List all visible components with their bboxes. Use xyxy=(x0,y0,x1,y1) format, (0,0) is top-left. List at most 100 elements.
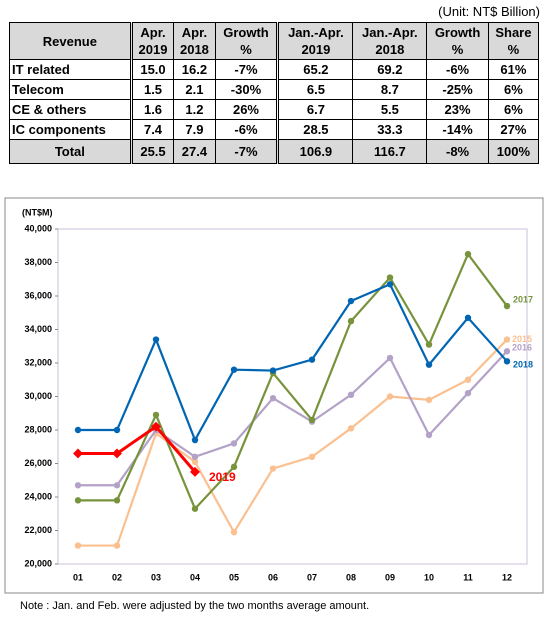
point xyxy=(347,297,355,305)
table-cell: 1.6 xyxy=(129,99,175,120)
point xyxy=(425,361,433,368)
unit: (Unit: NT$ Billion) xyxy=(438,4,540,19)
table-cell: 2.1 xyxy=(173,79,216,100)
point xyxy=(347,317,355,325)
table-cell: Jan.-Apr. 2018 xyxy=(352,22,428,60)
x-tick-label: 02 xyxy=(112,572,122,582)
table-cell: Total xyxy=(9,139,132,164)
point xyxy=(386,274,394,281)
y-tick-label: 20,000 xyxy=(24,558,52,568)
table-cell: 6% xyxy=(487,79,540,100)
series-label: 2017 xyxy=(513,294,533,304)
table-row: CE & others 1.6 1.2 26% 6.7 5.5 23% 6% xyxy=(9,99,540,120)
revenue-table: Revenue Apr. 2019 Apr. 2018 Growth % Jan.-Ap… xyxy=(9,22,540,164)
table-cell: 7.4 xyxy=(129,119,175,140)
table-cell: 6.7 xyxy=(276,99,354,120)
table-cell: 15.0 xyxy=(129,59,175,80)
point xyxy=(464,314,472,321)
y-tick-label: 28,000 xyxy=(24,424,52,434)
table-cell: 23% xyxy=(426,99,489,120)
table-cell: Growth % xyxy=(214,22,279,60)
point xyxy=(347,391,355,399)
table-cell: 65.2 xyxy=(276,59,354,80)
point xyxy=(191,458,199,466)
point xyxy=(503,348,511,355)
x-tick-label: 10 xyxy=(424,572,434,582)
table-cell: Apr. 2018 xyxy=(173,22,216,60)
point xyxy=(230,528,238,536)
point xyxy=(152,411,160,419)
point xyxy=(308,356,316,363)
series-label: 2019 xyxy=(209,470,236,484)
y-tick-label: 36,000 xyxy=(24,290,52,300)
table-cell: Growth % xyxy=(426,22,489,60)
point xyxy=(74,482,82,489)
point xyxy=(269,465,277,472)
point xyxy=(464,250,472,258)
point xyxy=(386,354,394,362)
table-cell: -25% xyxy=(426,79,489,100)
point xyxy=(191,453,199,460)
point xyxy=(503,358,511,365)
x-tick-label: 03 xyxy=(151,572,161,582)
series-label: 2018 xyxy=(513,360,533,370)
table-row: Revenue Apr. 2019 Apr. 2018 Growth % Jan.-Ap… xyxy=(9,22,540,60)
x-tick-label: 09 xyxy=(385,572,395,582)
table-cell: CE & others xyxy=(9,99,132,120)
point xyxy=(190,466,200,477)
table-row: Total 25.5 27.4 -7% 106.9 116.7 -8% 100% xyxy=(9,139,540,164)
point xyxy=(347,425,355,432)
point xyxy=(464,389,472,397)
series-line xyxy=(78,338,508,547)
point xyxy=(74,497,82,504)
y-tick-label: 30,000 xyxy=(24,391,52,401)
table-cell: 69.2 xyxy=(352,59,428,80)
point xyxy=(308,453,316,460)
series-line xyxy=(78,424,197,473)
note: Note : Jan. and Feb. were adjusted by th… xyxy=(20,600,369,612)
series-line xyxy=(78,251,508,511)
point xyxy=(74,542,82,549)
table-cell: 6.5 xyxy=(276,79,354,100)
point xyxy=(386,393,394,400)
point xyxy=(191,505,199,512)
table-cell: 26% xyxy=(214,99,279,120)
table-cell: -30% xyxy=(214,79,279,100)
table-cell: 61% xyxy=(487,59,540,80)
table-row: IT related 15.0 16.2 -7% 65.2 69.2 -6% 61% xyxy=(9,59,540,80)
chart: (NT$M) Note : Jan. and Feb. were adjuste… xyxy=(4,197,544,612)
point xyxy=(74,426,82,434)
table-cell: 16.2 xyxy=(173,59,216,80)
x-tick-label: 08 xyxy=(346,572,356,582)
x-tick-label: 01 xyxy=(73,572,83,582)
y-tick-label: 22,000 xyxy=(24,525,52,535)
table-cell: -6% xyxy=(214,119,279,140)
series-label: 2015 xyxy=(512,334,532,344)
table-cell: Share % xyxy=(487,22,540,60)
point xyxy=(113,482,121,489)
table-cell: 1.5 xyxy=(129,79,175,100)
x-tick-label: 11 xyxy=(463,572,473,582)
table-cell: -14% xyxy=(426,119,489,140)
x-tick-label: 06 xyxy=(268,572,278,582)
x-tick-label: 07 xyxy=(307,572,317,582)
x-tick-label: 12 xyxy=(502,572,512,582)
point xyxy=(113,542,121,549)
table-cell: 100% xyxy=(487,139,540,164)
point xyxy=(308,416,316,424)
table-cell: -7% xyxy=(214,59,279,80)
x-tick-label: 04 xyxy=(190,572,200,582)
table-cell: 28.5 xyxy=(276,119,354,140)
x-tick-label: 05 xyxy=(229,572,239,582)
point xyxy=(73,448,83,459)
table-cell: 8.7 xyxy=(352,79,428,100)
point xyxy=(152,336,160,343)
plot-area xyxy=(57,228,528,565)
table-cell: IT related xyxy=(9,59,132,80)
point xyxy=(113,426,121,434)
y-tick-label: 24,000 xyxy=(24,491,52,501)
table-cell: Apr. 2019 xyxy=(129,22,175,60)
table-row: IC components 7.4 7.9 -6% 28.5 33.3 -14% 27% xyxy=(9,119,540,140)
point xyxy=(464,376,472,383)
point xyxy=(425,341,433,348)
